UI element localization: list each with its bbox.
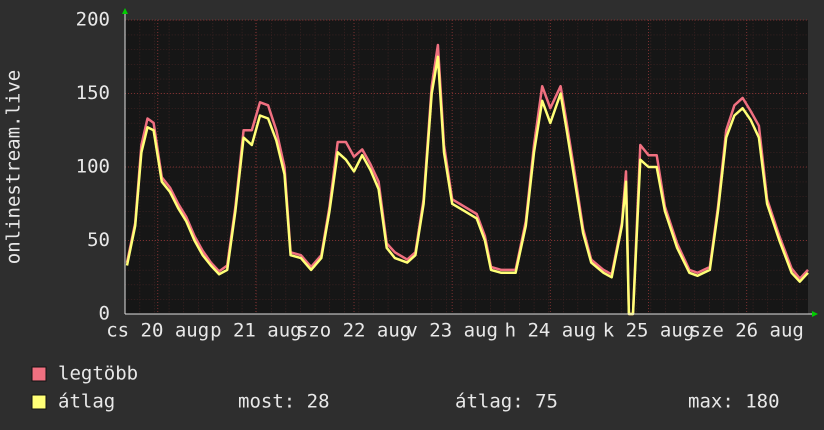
legend-stat: átlag: 75 <box>455 391 558 413</box>
series-line <box>125 55 809 316</box>
y-axis-label: onlinestream.live <box>3 70 25 264</box>
y-tick-label: 200 <box>76 9 110 31</box>
y-tick-label: 50 <box>87 229 110 251</box>
y-tick-label: 100 <box>76 156 110 178</box>
y-arrow <box>122 8 128 14</box>
x-tick-label: sze 26 aug <box>689 320 803 342</box>
x-tick-label: k 25 aug <box>603 320 695 342</box>
legend-label: legtöbb <box>58 363 138 385</box>
x-tick-label: cs 20 aug <box>106 320 209 342</box>
y-tick-label: 150 <box>76 82 110 104</box>
legend-swatch <box>31 394 47 410</box>
y-tick-label: 0 <box>99 303 110 325</box>
x-tick-label: szo 22 aug <box>297 320 411 342</box>
legend: legtöbb átlag most: 28 átlag: 75 max: 180 <box>31 363 780 413</box>
legend-label: átlag <box>58 391 115 413</box>
x-tick-label: h 24 aug <box>505 320 597 342</box>
x-arrow <box>812 311 818 317</box>
legend-swatch <box>31 366 47 382</box>
legend-stat: most: 28 <box>238 391 330 413</box>
x-tick-label: v 23 aug <box>406 320 498 342</box>
x-tick-label: p 21 aug <box>210 320 302 342</box>
legend-stat: max: 180 <box>688 391 780 413</box>
